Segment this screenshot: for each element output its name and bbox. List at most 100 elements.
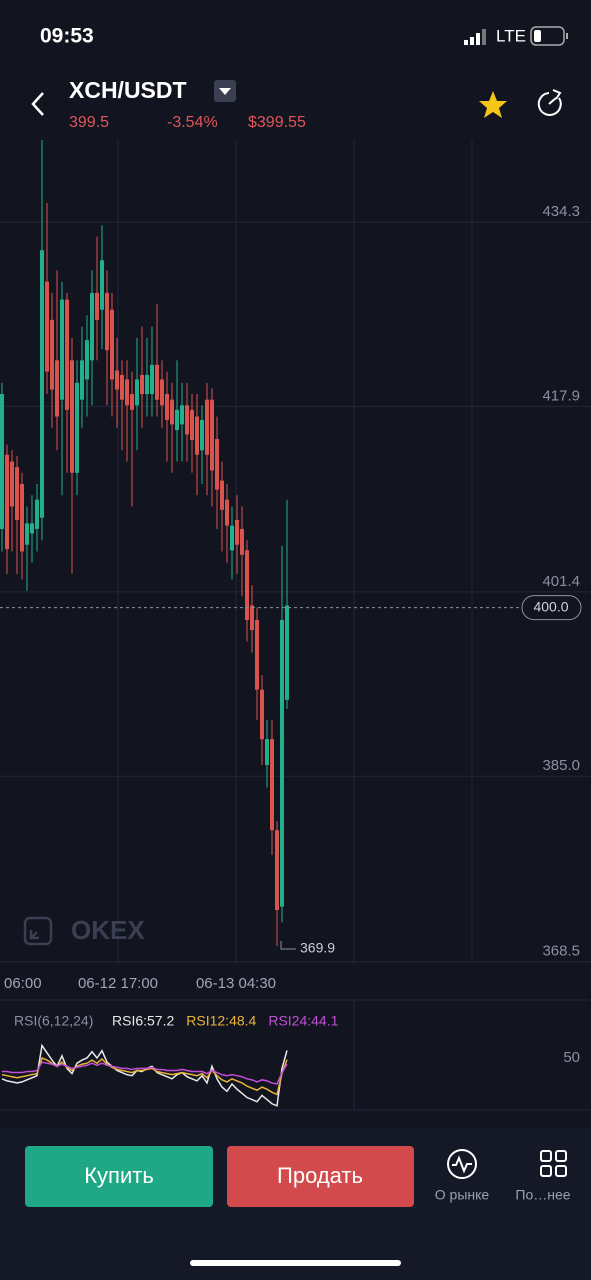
candle-body (40, 250, 44, 518)
sell-button[interactable] (227, 1146, 414, 1207)
last-price: 399.5 (69, 114, 109, 131)
more-label[interactable]: По…нее (515, 1187, 570, 1203)
back-button[interactable] (31, 92, 44, 116)
candle-body (275, 830, 279, 911)
candle-body (220, 480, 224, 510)
status-time: 09:53 (40, 25, 94, 48)
candle-body (200, 419, 204, 451)
y-tick-label: 417.9 (542, 387, 580, 404)
candle-body (195, 416, 199, 455)
candle-body (235, 519, 239, 545)
current-price-label: 400.0 (533, 598, 568, 614)
candle-body (280, 620, 284, 907)
signal-icon (464, 29, 486, 45)
candle-body (245, 550, 249, 621)
candle-body (120, 374, 124, 400)
legend-entry: RSI24:44.1 (268, 1013, 338, 1029)
candle-body (150, 364, 154, 395)
candle-body (180, 405, 184, 425)
candle-body (125, 379, 129, 406)
candle-body (10, 461, 14, 507)
candle-body (30, 523, 34, 534)
current-price-box (521, 595, 582, 621)
candle-body (240, 528, 244, 555)
home-indicator (190, 1260, 401, 1266)
buy-label[interactable]: Купить (84, 1163, 154, 1188)
y-tick-label: 401.4 (542, 573, 580, 590)
candle-body (115, 370, 119, 390)
refresh-button[interactable] (537, 89, 562, 116)
candle-body (185, 405, 189, 435)
candle-body (165, 394, 169, 420)
candle-body (215, 439, 219, 490)
candle-body (285, 605, 289, 700)
x-tick-label: 06-12 17:00 (78, 975, 158, 992)
pair-title[interactable]: XCH/USDT (69, 77, 187, 103)
candle-body (15, 467, 19, 520)
candle-body (5, 454, 9, 550)
legend-entry: RSI12:48.4 (186, 1013, 256, 1029)
candle-body (85, 340, 89, 380)
y-tick-label: 50 (563, 1049, 580, 1066)
candle-body (140, 374, 144, 395)
candle-body (0, 394, 4, 529)
candle-body (60, 299, 64, 400)
y-tick-label: 385.0 (542, 757, 580, 774)
candle-body (65, 299, 69, 410)
low-marker-label: 369.9 (300, 940, 335, 956)
candle-body (45, 281, 49, 372)
candle-body (20, 483, 24, 552)
candle-body (265, 739, 269, 766)
vertical-grid (117, 140, 473, 1110)
candle-body (145, 374, 149, 395)
candle-body (75, 382, 79, 473)
candle-body (110, 309, 114, 380)
candle-body (80, 360, 84, 400)
candle-body (160, 379, 164, 406)
y-tick-label: 368.5 (542, 943, 580, 960)
candle-body (130, 394, 134, 410)
market-icon[interactable] (447, 1149, 477, 1179)
candle-body (210, 399, 214, 471)
battery-icon (530, 26, 568, 46)
candle-body (170, 399, 174, 425)
candle-body (225, 499, 229, 526)
candle-body (270, 739, 274, 831)
candle-body (135, 379, 139, 406)
usd-price: $399.55 (248, 114, 306, 131)
candle-body (95, 292, 99, 320)
watermark: OKEX (71, 915, 145, 945)
buy-button[interactable] (25, 1146, 213, 1207)
candle-body (90, 292, 94, 361)
candle-body (205, 399, 209, 455)
candle-body (35, 499, 39, 529)
legend-entry: RSI6:57.2 (112, 1013, 174, 1029)
pair-dropdown[interactable] (214, 80, 236, 102)
sell-label[interactable]: Продать (277, 1163, 363, 1188)
favorite-star[interactable] (479, 91, 507, 118)
y-tick-label: 434.3 (542, 203, 580, 220)
rsi-title: RSI(6,12,24) (14, 1013, 93, 1029)
candle-body (155, 364, 159, 400)
rsi-line (2, 1061, 288, 1085)
candle-body (100, 260, 104, 310)
candle-body (25, 523, 29, 545)
candle-body (105, 292, 109, 351)
candle-body (70, 360, 74, 473)
candle-body (190, 409, 194, 441)
candle-body (260, 689, 264, 740)
candle-body (250, 605, 254, 631)
low-marker-line (280, 941, 296, 950)
watermark-icon (23, 916, 53, 946)
more-icon[interactable] (540, 1150, 567, 1177)
price-change: -3.54% (167, 114, 218, 131)
candle-body (175, 409, 179, 431)
x-tick-label: 06-13 04:30 (196, 975, 276, 992)
x-tick-label: 06:00 (4, 975, 42, 992)
market-label[interactable]: О рынке (435, 1187, 490, 1203)
rsi-line (1, 1056, 288, 1096)
status-network: LTE (496, 26, 526, 45)
